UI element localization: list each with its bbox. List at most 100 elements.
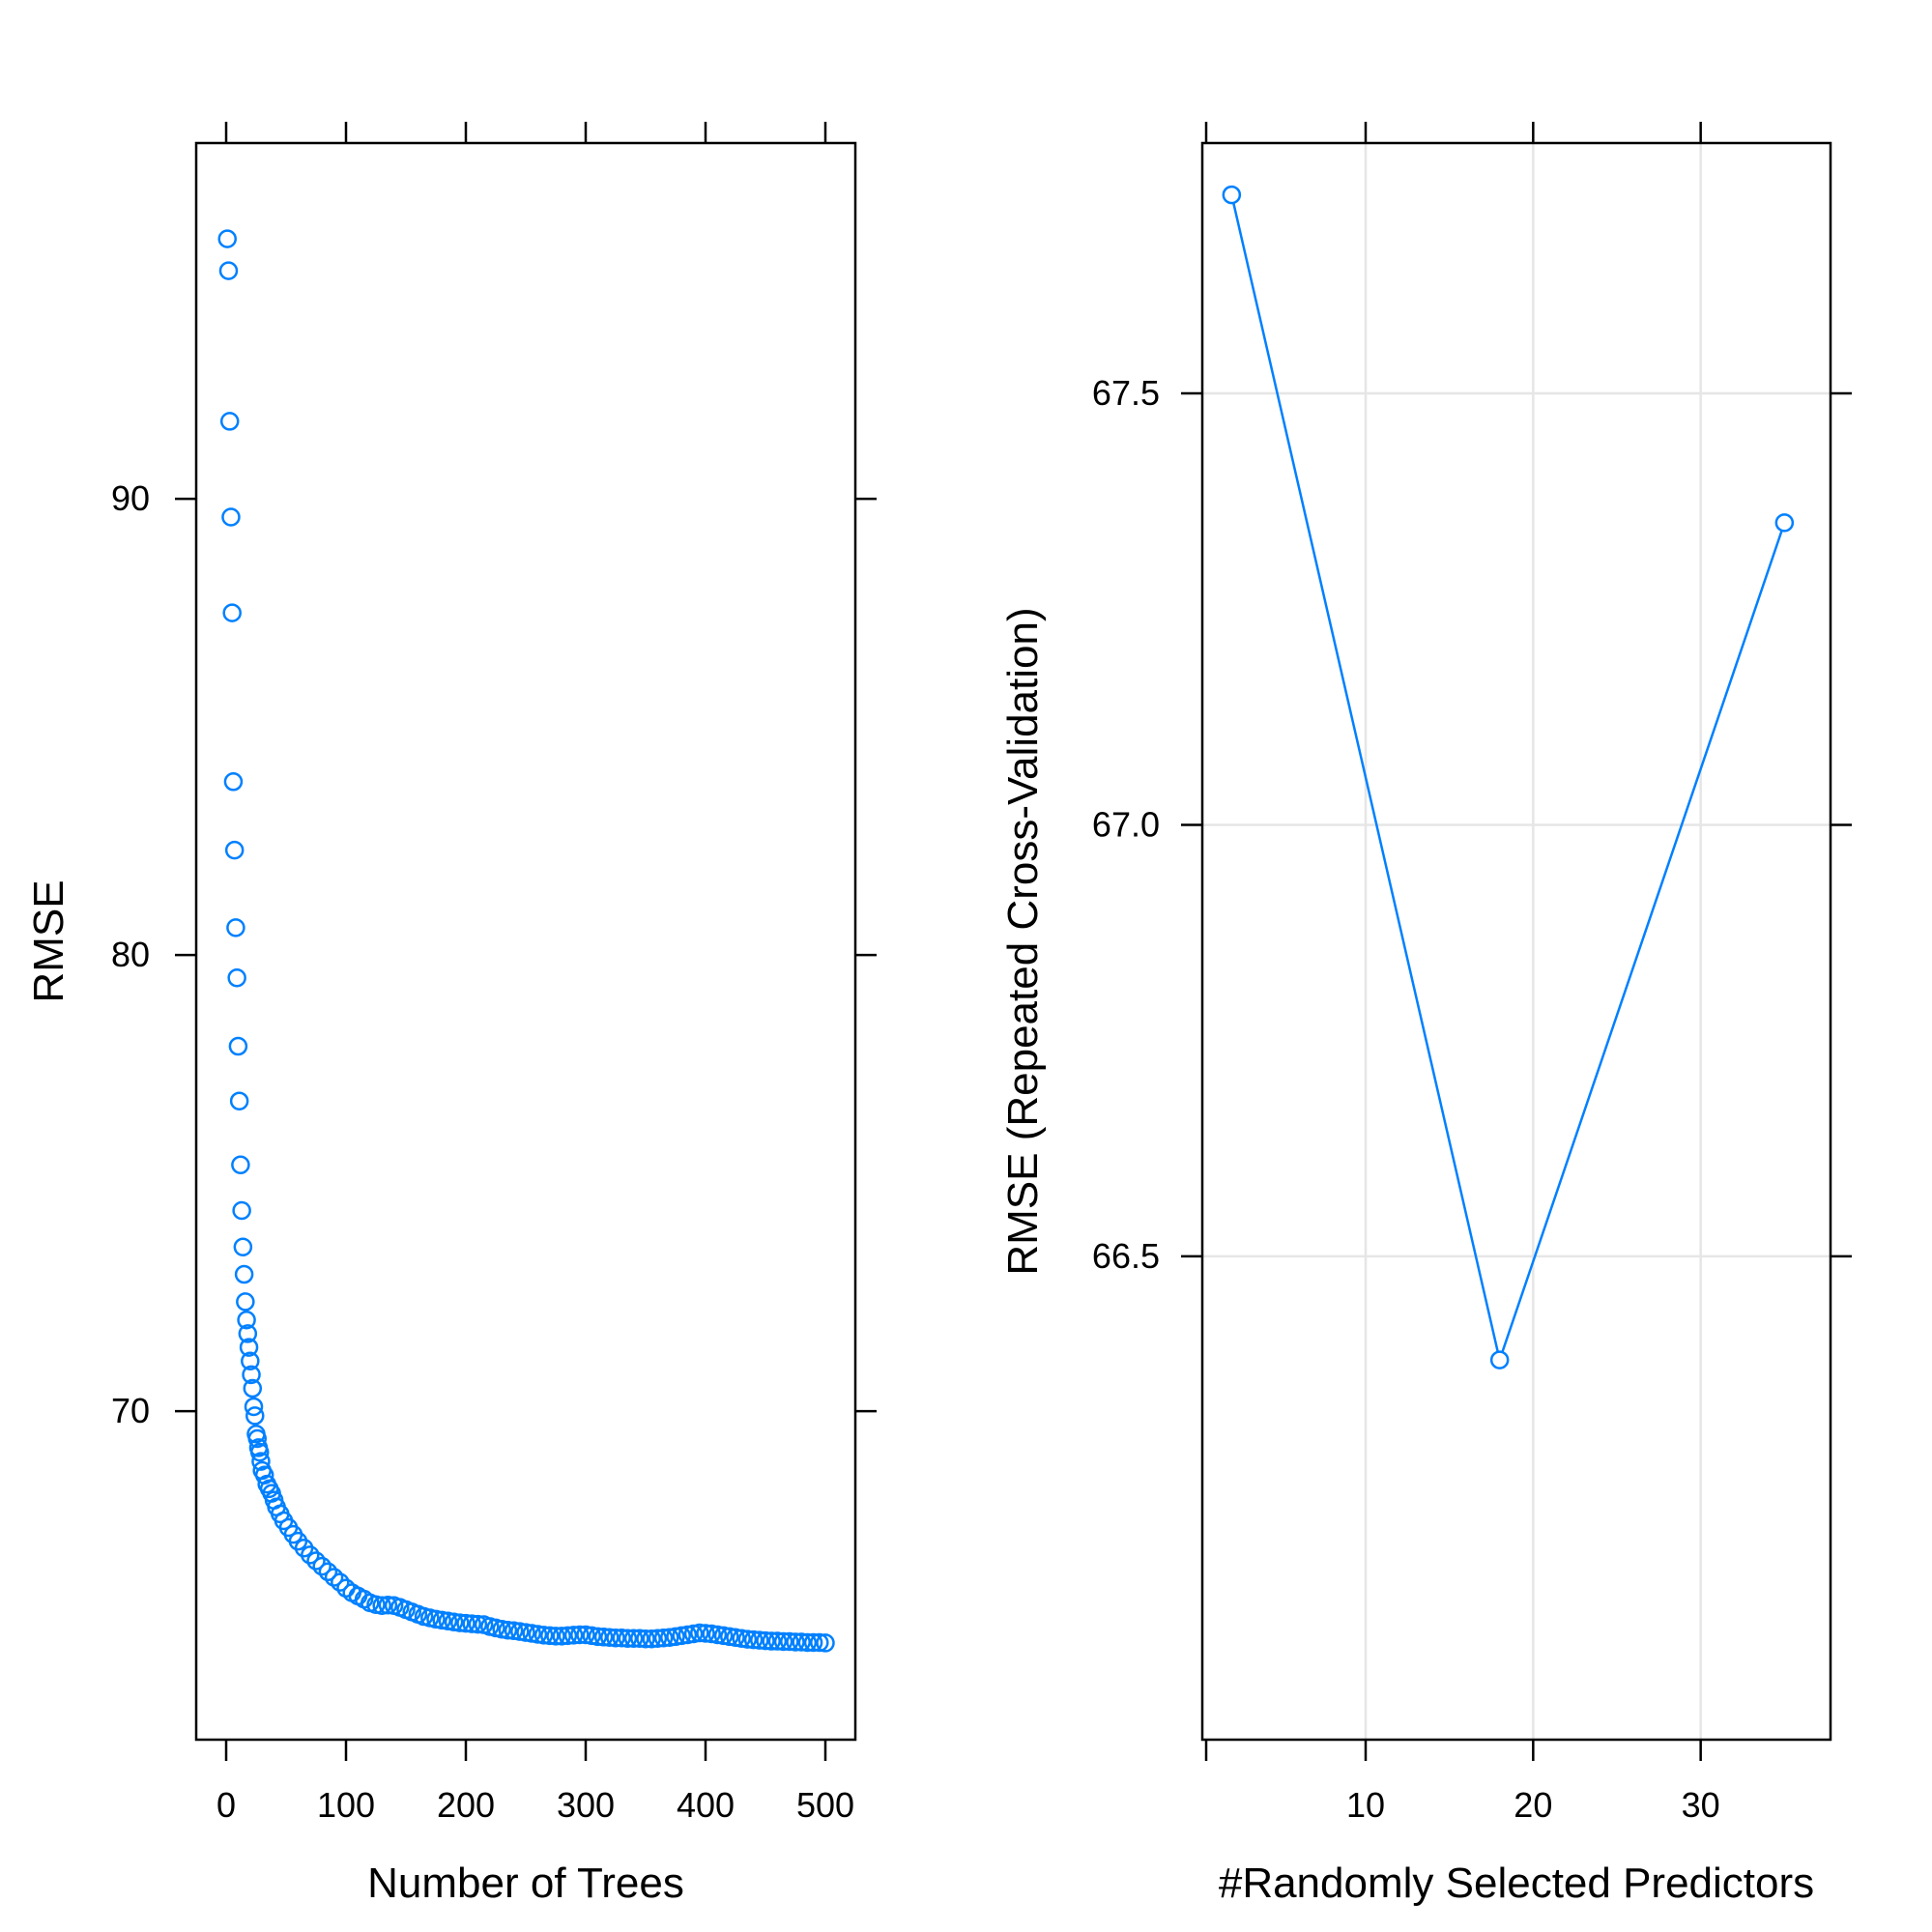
data-point xyxy=(666,1627,685,1647)
data-point xyxy=(231,1155,250,1175)
x-tick-label: 30 xyxy=(1682,1785,1720,1825)
plot-frame xyxy=(1200,141,1832,1742)
data-point xyxy=(540,1626,560,1646)
data-point xyxy=(510,1622,530,1641)
data-point xyxy=(797,1632,818,1653)
data-point xyxy=(218,261,239,280)
x-tick-label: 500 xyxy=(796,1785,854,1825)
data-point xyxy=(737,1629,758,1649)
predictors-rmse-panel: 10 20 30 66.5 67.0 67.5 #Randomly Select… xyxy=(999,122,1852,1907)
data-point xyxy=(462,1614,481,1633)
data-point xyxy=(648,1629,668,1648)
data-point xyxy=(224,840,245,860)
data-point xyxy=(468,1614,488,1634)
data-point xyxy=(743,1629,764,1650)
y-axis-title: RMSE (Repeated Cross-Validation) xyxy=(999,607,1047,1275)
data-point xyxy=(642,1629,661,1649)
data-point xyxy=(227,968,246,988)
data-point xyxy=(306,1551,326,1571)
data-point xyxy=(762,1631,781,1651)
data-point xyxy=(756,1630,775,1651)
data-point xyxy=(223,772,244,792)
data-point xyxy=(234,1264,254,1284)
data-point xyxy=(606,1628,625,1648)
y-tick-labels: 70 80 90 xyxy=(111,478,150,1430)
data-point xyxy=(767,1631,788,1651)
data-point xyxy=(810,1632,829,1653)
data-point xyxy=(750,1630,769,1650)
y-tick-label: 67.0 xyxy=(1092,804,1160,844)
y-tick-label: 80 xyxy=(111,935,150,974)
data-point xyxy=(241,1351,260,1370)
data-point xyxy=(563,1626,584,1645)
data-point xyxy=(247,1428,267,1449)
x-tick-label: 100 xyxy=(317,1785,375,1825)
data-point xyxy=(588,1627,608,1647)
data-point xyxy=(504,1621,524,1640)
x-tick-labels: 10 20 30 xyxy=(1346,1785,1720,1825)
data-point xyxy=(732,1629,751,1648)
data-point xyxy=(1222,185,1242,205)
data-point xyxy=(593,1628,614,1647)
data-point xyxy=(653,1628,674,1648)
data-point xyxy=(792,1632,811,1652)
data-point xyxy=(450,1613,470,1632)
y-tick-label: 90 xyxy=(111,478,150,518)
data-point xyxy=(226,918,245,937)
axis-ticks xyxy=(1181,122,1852,1761)
data-point xyxy=(786,1632,805,1652)
data-points xyxy=(1222,185,1795,1370)
data-point xyxy=(492,1620,511,1639)
x-tick-label: 0 xyxy=(216,1785,236,1825)
data-point xyxy=(331,1572,350,1592)
x-axis-title: #Randomly Selected Predictors xyxy=(1219,1860,1814,1907)
data-point xyxy=(636,1629,655,1649)
data-point xyxy=(243,1378,263,1399)
data-point xyxy=(219,412,240,431)
data-point xyxy=(232,1200,251,1221)
data-point xyxy=(660,1628,679,1648)
data-point xyxy=(1774,513,1795,533)
axis-ticks xyxy=(175,122,877,1761)
data-point xyxy=(522,1624,541,1643)
data-point xyxy=(623,1629,644,1648)
y-tick-label: 70 xyxy=(111,1391,150,1430)
data-point xyxy=(251,1452,271,1471)
data-point xyxy=(720,1627,739,1647)
data-point xyxy=(372,1596,391,1615)
data-point xyxy=(245,1406,265,1426)
data-point xyxy=(249,1442,270,1462)
y-tick-label: 66.5 xyxy=(1092,1236,1160,1276)
data-point xyxy=(570,1625,590,1645)
data-point xyxy=(432,1610,451,1630)
data-point xyxy=(438,1611,458,1631)
data-point xyxy=(228,1036,248,1056)
grid-lines xyxy=(1202,143,1831,1740)
data-point xyxy=(600,1628,620,1648)
x-axis-title: Number of Trees xyxy=(367,1860,684,1907)
data-point xyxy=(546,1627,565,1646)
data-point xyxy=(582,1626,601,1646)
data-point xyxy=(318,1562,338,1582)
data-point xyxy=(816,1633,835,1653)
data-point xyxy=(780,1631,799,1652)
data-point xyxy=(324,1568,344,1587)
data-point xyxy=(702,1624,721,1644)
y-axis-title: RMSE xyxy=(25,879,72,1002)
x-tick-label: 200 xyxy=(437,1785,495,1825)
data-point xyxy=(217,229,237,248)
data-point xyxy=(237,1311,256,1330)
data-point xyxy=(239,1338,259,1357)
data-point xyxy=(678,1625,698,1645)
data-point xyxy=(301,1545,320,1565)
x-tick-label: 20 xyxy=(1514,1785,1552,1825)
data-point xyxy=(312,1556,332,1576)
data-point xyxy=(378,1596,398,1615)
data-point xyxy=(773,1631,793,1652)
data-point xyxy=(498,1620,518,1640)
data-point xyxy=(558,1626,578,1646)
x-tick-label: 400 xyxy=(677,1785,735,1825)
data-point xyxy=(244,1397,264,1417)
data-point xyxy=(233,1237,253,1256)
data-point xyxy=(238,1324,258,1343)
